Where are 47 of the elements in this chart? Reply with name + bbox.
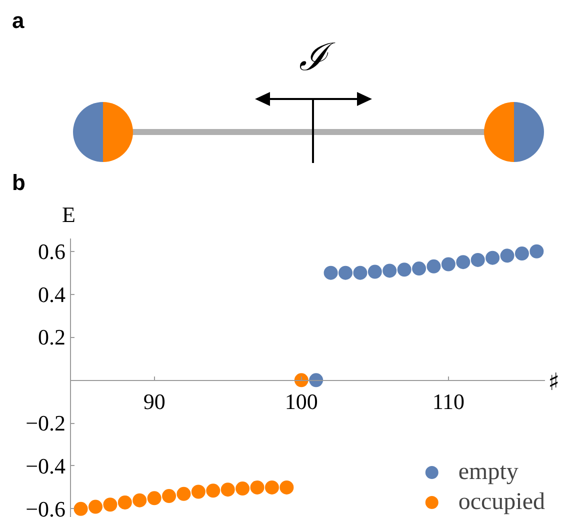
- y-tick-label: 0.6: [38, 238, 66, 264]
- y-axis-title: E: [62, 202, 76, 227]
- point: [236, 482, 250, 496]
- point: [132, 493, 147, 508]
- legend-label: empty: [458, 458, 518, 486]
- point: [500, 248, 514, 263]
- point: [441, 257, 456, 272]
- x-axis-title: ♯: [547, 367, 560, 398]
- point: [206, 484, 220, 498]
- point: [264, 480, 279, 494]
- x-tick-label: 110: [432, 389, 465, 414]
- point: [382, 264, 397, 278]
- point: [250, 480, 264, 494]
- point: [456, 255, 470, 270]
- point: [220, 482, 235, 497]
- y-tick-label: 0.2: [38, 324, 66, 350]
- point: [88, 500, 102, 514]
- y-tick-label: 0.4: [38, 282, 66, 307]
- point: [309, 373, 324, 388]
- point: [176, 486, 191, 501]
- point: [514, 246, 529, 261]
- point: [103, 498, 118, 512]
- text: b: [12, 170, 26, 195]
- point: [147, 491, 162, 506]
- point: [338, 266, 352, 280]
- y-tick-label: −0.6: [26, 496, 66, 517]
- point: [412, 262, 426, 276]
- y-tick-label: −0.2: [26, 410, 66, 436]
- text: a: [12, 8, 25, 33]
- point: [397, 262, 412, 277]
- point: [530, 244, 544, 258]
- text: ℐ: [299, 37, 336, 79]
- point: [353, 266, 368, 280]
- point: [118, 495, 132, 510]
- point: [426, 259, 441, 274]
- x-tick-label: 90: [143, 389, 166, 414]
- point: [162, 489, 176, 504]
- point: [486, 250, 500, 265]
- point: [74, 502, 88, 516]
- point: [191, 484, 206, 499]
- point: [324, 266, 338, 280]
- legend-label: occupied: [458, 488, 545, 516]
- point: [470, 252, 485, 267]
- point: [280, 480, 294, 494]
- y-tick-label: −0.4: [26, 453, 66, 478]
- x-tick-label: 100: [284, 389, 318, 414]
- point: [368, 264, 382, 279]
